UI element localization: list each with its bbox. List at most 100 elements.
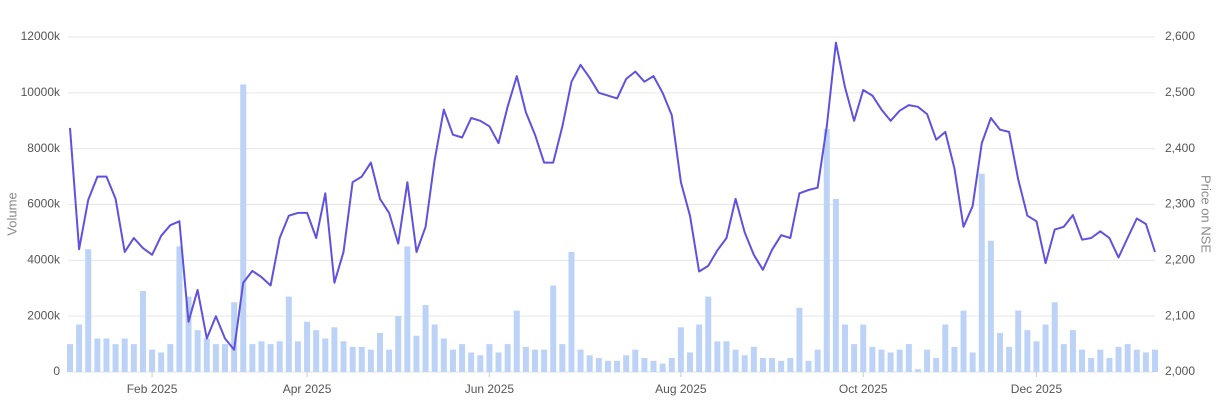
volume-bar <box>1051 302 1058 372</box>
volume-bar <box>203 338 210 372</box>
volume-bar <box>1152 349 1158 372</box>
volume-bar <box>842 324 848 372</box>
volume-bar <box>331 327 338 372</box>
volume-bar <box>322 338 329 372</box>
volume-bar <box>395 316 402 372</box>
volume-bar <box>595 358 602 372</box>
volume-bar <box>769 358 776 372</box>
price-line <box>69 41 1156 351</box>
volume-bar <box>1106 358 1113 372</box>
y-tick-label: 2000k <box>27 308 61 322</box>
volume-bar <box>258 341 265 372</box>
volume-bar <box>878 349 885 372</box>
volume-bar <box>805 360 812 372</box>
y2-tick-label: 2,400 <box>1165 141 1195 155</box>
volume-bar <box>76 324 83 372</box>
volume-bar <box>459 344 466 372</box>
volume-bar <box>112 344 119 372</box>
volume-bar <box>1060 344 1067 372</box>
volume-bar <box>358 346 365 372</box>
volume-bar <box>340 341 347 372</box>
x-tick-label: Jun 2025 <box>465 382 515 396</box>
volume-bar <box>231 302 238 372</box>
volume-bar <box>185 296 192 372</box>
volume-bar <box>85 249 92 372</box>
volume-bar <box>504 344 511 372</box>
volume-bar <box>422 305 429 372</box>
volume-bar <box>732 349 739 372</box>
volume-bar <box>650 360 657 372</box>
y-tick-label: 6000k <box>27 197 61 211</box>
volume-bar <box>240 84 247 372</box>
volume-bar <box>149 349 156 372</box>
volume-bar <box>951 346 958 372</box>
volume-bar <box>1024 330 1031 372</box>
volume-bar <box>942 324 949 372</box>
volume-bar <box>267 344 274 372</box>
volume-bar <box>1142 352 1149 372</box>
volume-bar <box>103 338 110 372</box>
volume-bar <box>568 251 575 372</box>
volume-bar <box>696 324 703 372</box>
volume-bar <box>468 352 475 372</box>
y-tick-label: 0 <box>53 364 60 378</box>
volume-bar <box>577 349 584 372</box>
x-tick-label: Apr 2025 <box>283 382 332 396</box>
volume-bar <box>668 358 675 372</box>
volume-bar <box>1115 346 1122 372</box>
volume-bar <box>194 330 201 372</box>
volume-bar <box>869 346 876 372</box>
volume-bar <box>449 349 456 372</box>
volume-bar <box>413 335 420 372</box>
x-tick-label: Dec 2025 <box>1011 382 1063 396</box>
volume-bar <box>796 307 803 372</box>
volume-bar <box>67 344 73 372</box>
y2-tick-label: 2,600 <box>1165 29 1195 43</box>
volume-bar <box>377 332 383 372</box>
volume-bar <box>349 346 356 372</box>
volume-bar <box>541 349 548 372</box>
volume-bar <box>896 349 903 372</box>
y-tick-label: 12000k <box>21 29 61 43</box>
volume-bar <box>139 291 146 372</box>
volume-bar <box>978 173 985 372</box>
volume-bar <box>905 344 912 372</box>
volume-bar <box>741 355 748 372</box>
volume-bar <box>158 352 165 372</box>
volume-bar <box>614 360 621 372</box>
volume-bar <box>559 344 566 372</box>
volume-bar <box>1015 310 1022 372</box>
volume-bar <box>1079 349 1086 372</box>
volume-bar <box>759 358 766 372</box>
y-tick-label: 4000k <box>27 253 61 267</box>
volume-bar <box>477 355 484 372</box>
volume-bar <box>924 349 931 372</box>
x-tick-label: Feb 2025 <box>127 382 178 396</box>
volume-bar <box>167 344 174 372</box>
volume-bar <box>677 327 684 372</box>
volume-bar <box>1097 349 1104 372</box>
volume-bar <box>823 129 830 372</box>
volume-bar <box>550 285 557 372</box>
volume-bar <box>276 341 283 372</box>
volume-bar <box>121 338 128 372</box>
volume-bar <box>440 338 447 372</box>
volume-bar <box>386 349 393 372</box>
volume-bar <box>705 296 712 372</box>
volume-bar <box>1124 344 1131 372</box>
volume-bar <box>522 346 529 372</box>
volume-bar <box>486 344 493 372</box>
y2-axis-title: Price on NSE <box>1199 175 1214 253</box>
y2-tick-label: 2,200 <box>1165 253 1195 267</box>
volume-bar <box>176 246 183 372</box>
volume-bar <box>294 341 301 372</box>
volume-bar <box>632 349 639 372</box>
volume-bar <box>367 349 374 372</box>
volume-bar <box>212 344 219 372</box>
volume-bar <box>1033 341 1040 372</box>
y2-tick-label: 2,100 <box>1165 308 1195 322</box>
volume-bar <box>997 332 1003 372</box>
volume-bar <box>604 360 611 372</box>
volume-bar <box>687 352 693 372</box>
